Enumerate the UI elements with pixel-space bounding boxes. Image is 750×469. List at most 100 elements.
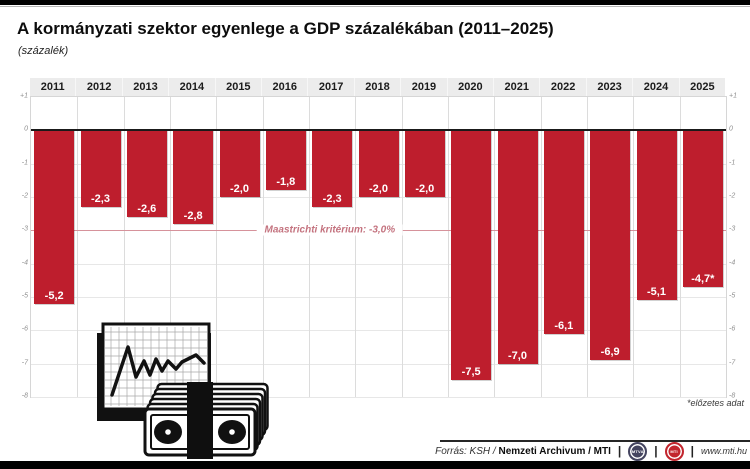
bar-value-label: -2,3 bbox=[91, 192, 110, 205]
footer-separator: | bbox=[617, 444, 622, 458]
v-gridline bbox=[587, 97, 588, 397]
y-tick-label: -5 bbox=[21, 292, 28, 300]
bar-value-label: -1,8 bbox=[276, 176, 296, 189]
y-tick-label: -5 bbox=[729, 292, 736, 300]
bar-value-label: -7,5 bbox=[461, 366, 481, 379]
y-tick-label: -4 bbox=[729, 259, 736, 267]
banknote-stack bbox=[143, 382, 269, 459]
y-tick-label: -2 bbox=[729, 192, 736, 200]
bar-value-label: -7,0 bbox=[508, 349, 527, 362]
source-prefix: Forrás: KSH / bbox=[435, 445, 496, 457]
y-tick-label: +1 bbox=[729, 92, 737, 100]
h-gridline bbox=[31, 263, 726, 265]
bar-value-label: -2,0 bbox=[415, 182, 435, 195]
year-label-2020: 2020 bbox=[446, 78, 493, 96]
year-label-2022: 2022 bbox=[539, 78, 585, 96]
year-label-2016: 2016 bbox=[261, 78, 307, 96]
v-gridline bbox=[679, 97, 681, 397]
y-tick-label: -6 bbox=[21, 325, 28, 333]
bar-2015: -2,0 bbox=[219, 130, 260, 197]
bar-value-label: -2,6 bbox=[137, 202, 157, 215]
bottom-border-bar bbox=[0, 461, 750, 469]
v-gridline bbox=[309, 97, 310, 397]
v-gridline bbox=[448, 97, 449, 397]
chart-money-illustration bbox=[97, 322, 269, 459]
year-label-2014: 2014 bbox=[168, 78, 214, 96]
maastricht-label: Maastrichti kritérium: -3,0% bbox=[256, 224, 404, 236]
bar-2011: -5,2 bbox=[34, 130, 75, 304]
bar-2016: -1,8 bbox=[265, 130, 306, 191]
v-gridline bbox=[401, 97, 403, 397]
v-gridline bbox=[216, 97, 218, 397]
year-label-2017: 2017 bbox=[307, 78, 353, 96]
year-label-2012: 2012 bbox=[75, 78, 121, 96]
bar-2012: -2,3 bbox=[80, 130, 121, 207]
page-subtitle: (százalék) bbox=[18, 45, 69, 57]
footer: Forrás: KSH / Nemzeti Archivum / MTI | M… bbox=[435, 441, 747, 461]
y-tick-label: -8 bbox=[729, 392, 736, 400]
year-label-2021: 2021 bbox=[493, 78, 539, 96]
zero-line bbox=[31, 129, 726, 132]
y-tick-label: -8 bbox=[21, 392, 28, 400]
year-label-2023: 2023 bbox=[585, 78, 632, 96]
bar-value-label: -2,3 bbox=[322, 192, 342, 205]
v-gridline bbox=[355, 97, 357, 397]
y-tick-label: -2 bbox=[21, 192, 28, 200]
top-divider-line bbox=[0, 6, 750, 7]
y-tick-label: -6 bbox=[729, 325, 736, 333]
bar-value-label: -2,8 bbox=[183, 209, 203, 222]
bar-value-label: -4,7* bbox=[691, 272, 715, 285]
bar-2020: -7,5 bbox=[451, 130, 492, 381]
year-label-2019: 2019 bbox=[400, 78, 446, 96]
banknote-band bbox=[187, 382, 213, 459]
h-gridline bbox=[31, 197, 726, 198]
v-gridline bbox=[170, 97, 171, 397]
v-gridline bbox=[262, 97, 264, 397]
bar-2014: -2,8 bbox=[173, 130, 214, 224]
mtva-logo-icon: MTVA bbox=[628, 441, 648, 461]
bar-value-label: -6,1 bbox=[554, 319, 574, 332]
y-tick-label: -7 bbox=[21, 359, 28, 367]
y-tick-label: -7 bbox=[729, 359, 736, 367]
footer-divider bbox=[440, 440, 750, 442]
bar-value-label: -5,1 bbox=[647, 286, 666, 299]
bar-2013: -2,6 bbox=[126, 130, 167, 217]
h-gridline bbox=[31, 363, 726, 365]
y-tick-label: -3 bbox=[729, 225, 736, 233]
v-gridline bbox=[494, 97, 496, 397]
y-tick-label: -1 bbox=[729, 159, 736, 167]
year-header-row: 2011 2012 2013 2014 2015 2016 2017 2018 2019 2020… bbox=[30, 78, 725, 96]
h-gridline bbox=[31, 397, 726, 398]
bar-value-label: -5,2 bbox=[44, 289, 64, 302]
v-gridline bbox=[123, 97, 125, 397]
top-border-bar bbox=[0, 0, 750, 5]
bar-2021: -7,0 bbox=[497, 130, 538, 364]
y-tick-label: +1 bbox=[20, 92, 28, 100]
year-label-2025: 2025 bbox=[678, 78, 725, 96]
source-bold: Nemzeti Archivum / MTI bbox=[498, 445, 611, 457]
bar-2018: -2,0 bbox=[358, 130, 399, 197]
y-tick-label: -1 bbox=[21, 159, 28, 167]
year-label-2013: 2013 bbox=[121, 78, 168, 96]
year-label-2018: 2018 bbox=[353, 78, 400, 96]
bar-2019: -2,0 bbox=[404, 130, 445, 197]
y-axis-left: +1 0 -1 -2 -3 -4 -5 -6 -7 -8 bbox=[2, 92, 28, 400]
year-label-2011: 2011 bbox=[40, 81, 65, 93]
website-url: www.mti.hu bbox=[700, 446, 747, 456]
year-label-2024: 2024 bbox=[632, 78, 678, 96]
y-tick-label: 0 bbox=[24, 125, 28, 133]
footer-separator: | bbox=[654, 444, 658, 458]
bar-2023: -6,9 bbox=[590, 130, 631, 361]
y-axis-right: +1 0 -1 -2 -3 -4 -5 -6 -7 -8 bbox=[729, 92, 749, 400]
y-tick-label: -3 bbox=[21, 225, 28, 233]
bar-2024: -5,1 bbox=[636, 130, 677, 301]
bar-2025: -4,7* bbox=[682, 130, 723, 287]
bar-value-label: -6,9 bbox=[600, 346, 620, 359]
bar-value-label: -2,0 bbox=[369, 182, 388, 195]
y-tick-label: 0 bbox=[729, 125, 733, 133]
mti-logo-icon: MTI bbox=[664, 441, 684, 461]
page-title: A kormányzati szektor egyenlege a GDP sz… bbox=[17, 19, 554, 38]
year-label-2015: 2015 bbox=[214, 78, 261, 96]
h-gridline bbox=[31, 330, 726, 332]
